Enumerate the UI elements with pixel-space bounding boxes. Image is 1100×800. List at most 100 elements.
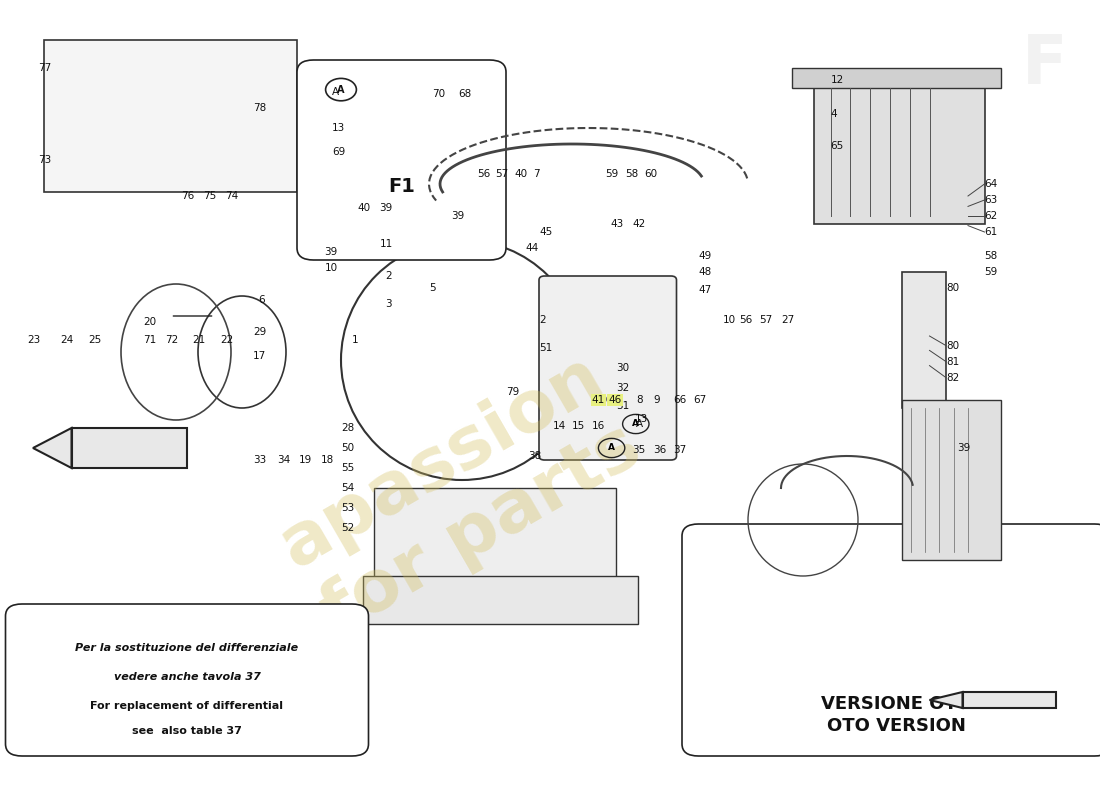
Text: 9: 9: [653, 395, 660, 405]
Text: 77: 77: [39, 63, 52, 73]
Text: 43: 43: [610, 219, 624, 229]
Text: 51: 51: [539, 343, 552, 353]
Text: 39: 39: [957, 443, 970, 453]
Text: For replacement of differential: For replacement of differential: [90, 701, 284, 710]
Text: 57: 57: [759, 315, 772, 325]
Text: 10: 10: [723, 315, 736, 325]
Text: 31: 31: [616, 401, 629, 410]
Text: 2: 2: [385, 271, 392, 281]
Text: 13: 13: [635, 414, 648, 424]
Text: 62: 62: [984, 211, 998, 221]
Text: 15: 15: [572, 421, 585, 430]
Text: 76: 76: [182, 191, 195, 201]
Text: 69: 69: [332, 147, 345, 157]
Text: 8: 8: [636, 395, 642, 405]
Bar: [374, 488, 616, 584]
Text: 70: 70: [432, 90, 446, 99]
Text: 80: 80: [946, 283, 959, 293]
Text: 23: 23: [28, 335, 41, 345]
Text: 21: 21: [192, 335, 206, 345]
Text: 60: 60: [645, 170, 658, 179]
Text: 18: 18: [321, 455, 334, 465]
Text: see  also table 37: see also table 37: [132, 726, 242, 736]
Text: F: F: [1022, 32, 1067, 98]
Text: 29: 29: [253, 327, 266, 337]
Bar: [792, 68, 1001, 88]
Text: 22: 22: [220, 335, 233, 345]
Text: 34: 34: [277, 455, 290, 465]
Text: 59: 59: [605, 170, 618, 179]
Text: 58: 58: [625, 170, 638, 179]
Text: 42: 42: [632, 219, 646, 229]
Text: 71: 71: [143, 335, 156, 345]
Text: 12: 12: [830, 75, 844, 85]
Polygon shape: [72, 428, 187, 468]
Text: 72: 72: [165, 335, 178, 345]
Text: 35: 35: [632, 446, 646, 455]
Text: 11: 11: [379, 239, 393, 249]
Text: Per la sostituzione del differenziale: Per la sostituzione del differenziale: [76, 643, 298, 653]
FancyBboxPatch shape: [6, 604, 368, 756]
Text: 44: 44: [526, 243, 539, 253]
Text: 3: 3: [385, 299, 392, 309]
Text: 75: 75: [204, 191, 217, 201]
Text: 17: 17: [253, 351, 266, 361]
Text: 41: 41: [592, 395, 605, 405]
Text: 73: 73: [39, 155, 52, 165]
Text: 49: 49: [698, 251, 712, 261]
Text: 14: 14: [553, 421, 566, 430]
Text: 7: 7: [534, 170, 540, 179]
Polygon shape: [930, 692, 962, 708]
Text: 46: 46: [608, 395, 622, 405]
Bar: [363, 576, 638, 624]
Text: A: A: [338, 85, 344, 94]
Text: 10: 10: [324, 263, 338, 273]
Text: 81: 81: [946, 357, 959, 366]
Text: 74: 74: [226, 191, 239, 201]
FancyBboxPatch shape: [682, 524, 1100, 756]
Text: 24: 24: [60, 335, 74, 345]
Text: 19: 19: [299, 455, 312, 465]
Text: vedere anche tavola 37: vedere anche tavola 37: [113, 673, 261, 682]
Text: 30: 30: [616, 363, 629, 373]
Text: 38: 38: [528, 451, 541, 461]
Text: 6: 6: [258, 295, 265, 305]
Text: 64: 64: [984, 179, 998, 189]
Text: 52: 52: [341, 523, 354, 533]
FancyBboxPatch shape: [297, 60, 506, 260]
Text: 57: 57: [495, 170, 508, 179]
Text: F1: F1: [388, 177, 415, 196]
Text: 63: 63: [984, 195, 998, 205]
Text: 26: 26: [600, 395, 613, 405]
Text: 59: 59: [984, 267, 998, 277]
Text: 40: 40: [515, 170, 528, 179]
Polygon shape: [33, 428, 72, 468]
Text: 56: 56: [477, 170, 491, 179]
Text: 82: 82: [946, 373, 959, 382]
Text: 36: 36: [653, 446, 667, 455]
Bar: [814, 80, 984, 224]
Text: A: A: [632, 419, 639, 429]
Text: A: A: [332, 87, 339, 97]
Text: 58: 58: [984, 251, 998, 261]
FancyBboxPatch shape: [539, 276, 676, 460]
Text: 67: 67: [693, 395, 706, 405]
Text: 39: 39: [451, 211, 464, 221]
Text: 66: 66: [673, 395, 686, 405]
Text: 47: 47: [698, 285, 712, 294]
Text: 45: 45: [539, 227, 552, 237]
Text: 28: 28: [341, 423, 354, 433]
Text: 1: 1: [352, 335, 359, 345]
Text: 27: 27: [781, 315, 794, 325]
Text: 2: 2: [539, 315, 546, 325]
Text: 56: 56: [739, 315, 752, 325]
Bar: [44, 40, 297, 192]
Text: 33: 33: [253, 455, 266, 465]
Polygon shape: [962, 692, 1056, 708]
Text: 20: 20: [143, 317, 156, 326]
Text: 61: 61: [984, 227, 998, 237]
Text: 25: 25: [88, 335, 101, 345]
Text: 79: 79: [506, 387, 519, 397]
Bar: [902, 400, 1001, 560]
Text: 55: 55: [341, 463, 354, 473]
